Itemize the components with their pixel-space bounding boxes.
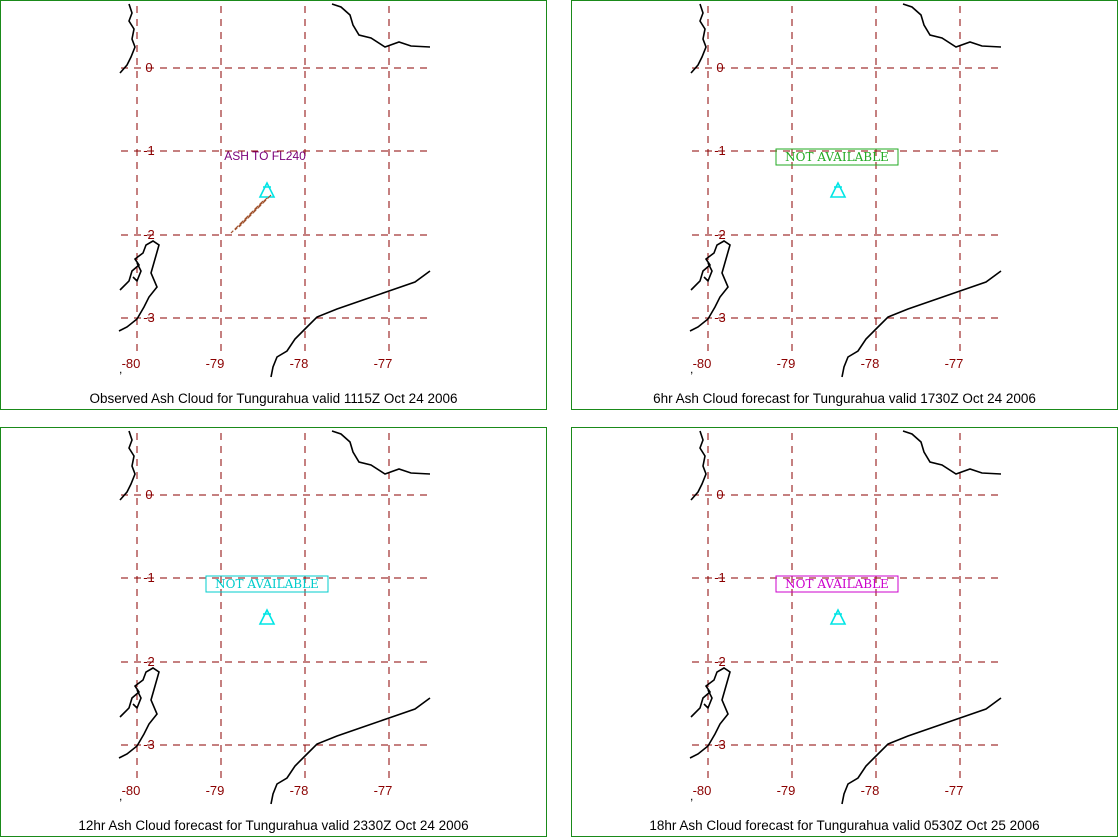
- map-canvas: 0 -1 -2 -3 -80 -79 -78 -77, NOT AVAILABLE: [689, 430, 1002, 805]
- latitude-label: -2: [143, 654, 155, 669]
- volcano-triangle-icon: [258, 181, 276, 198]
- tick-mark: ,: [690, 789, 693, 803]
- latitude-label: 0: [716, 487, 723, 502]
- panel-caption: Observed Ash Cloud for Tungurahua valid …: [89, 391, 458, 406]
- tick-mark: ,: [119, 362, 122, 376]
- panel-caption: 18hr Ash Cloud forecast for Tungurahua v…: [649, 818, 1040, 833]
- panel-forecast-18hr: 0 -1 -2 -3 -80 -79 -78 -77, NOT AVAILABLE 18hr A…: [571, 427, 1118, 837]
- coastline: [119, 430, 136, 501]
- longitude-label: -78: [290, 783, 309, 798]
- longitude-label: -77: [945, 783, 964, 798]
- ash-plume-line: [238, 194, 272, 228]
- latitude-label: -2: [714, 654, 726, 669]
- panel-caption: 6hr Ash Cloud forecast for Tungurahua va…: [653, 391, 1036, 406]
- coastline: [270, 270, 431, 378]
- coastline: [118, 667, 160, 759]
- longitude-label: -80: [693, 356, 712, 371]
- coastline: [703, 689, 713, 710]
- coastline: [331, 3, 431, 48]
- longitude-label: -79: [777, 783, 796, 798]
- coastline: [119, 3, 136, 74]
- longitude-label: -79: [777, 356, 796, 371]
- coastline: [331, 430, 431, 475]
- latitude-label: -1: [143, 143, 155, 158]
- tick-mark: ,: [119, 789, 122, 803]
- latitude-label: -2: [143, 227, 155, 242]
- longitude-label: -80: [122, 783, 141, 798]
- latitude-label: -3: [714, 737, 726, 752]
- longitude-label: -79: [206, 783, 225, 798]
- longitude-label: -78: [290, 356, 309, 371]
- latitude-label: -3: [143, 737, 155, 752]
- coastline: [270, 697, 431, 805]
- not-available-label: NOT AVAILABLE: [785, 577, 889, 591]
- coastline: [690, 430, 707, 501]
- volcano-triangle-icon: [829, 608, 847, 625]
- panel-forecast-12hr: 0 -1 -2 -3 -80 -79 -78 -77, NOT AVAILABLE 12hr A…: [0, 427, 547, 837]
- longitude-label: -79: [206, 356, 225, 371]
- longitude-label: -78: [861, 783, 880, 798]
- coastline: [841, 697, 1002, 805]
- latitude-label: 0: [145, 487, 152, 502]
- latitude-label: -3: [143, 310, 155, 325]
- latitude-label: -1: [714, 570, 726, 585]
- latitude-label: 0: [716, 60, 723, 75]
- ash-plume-line: [230, 200, 264, 234]
- not-available-label: NOT AVAILABLE: [215, 577, 319, 591]
- longitude-label: -80: [693, 783, 712, 798]
- panel-observed: 0 -1 -2 -3 -80 -79 -78 -77, ASH TO FL240 Observe…: [0, 0, 547, 410]
- tick-mark: ,: [690, 362, 693, 376]
- latitude-label: -2: [714, 227, 726, 242]
- panel-forecast-6hr: 0 -1 -2 -3 -80 -79 -78 -77, NOT AVAILABLE 6hr As…: [571, 0, 1118, 410]
- longitude-label: -78: [861, 356, 880, 371]
- coastline: [689, 667, 731, 759]
- coastline: [841, 270, 1002, 378]
- panel-caption: 12hr Ash Cloud forecast for Tungurahua v…: [78, 818, 469, 833]
- coastline: [132, 689, 142, 710]
- longitude-label: -80: [122, 356, 141, 371]
- coastline: [118, 240, 160, 332]
- coastline: [132, 262, 142, 283]
- not-available-box: [775, 148, 899, 166]
- longitude-label: -77: [374, 783, 393, 798]
- latitude-label: 0: [145, 60, 152, 75]
- volcano-triangle-icon: [829, 181, 847, 198]
- map-canvas: 0 -1 -2 -3 -80 -79 -78 -77, NOT AVAILABLE: [118, 430, 431, 805]
- latitude-label: -1: [143, 570, 155, 585]
- coastline: [690, 3, 707, 74]
- map-canvas: 0 -1 -2 -3 -80 -79 -78 -77, NOT AVAILABLE: [689, 3, 1002, 378]
- coastline: [902, 430, 1002, 475]
- longitude-label: -77: [945, 356, 964, 371]
- coastline: [689, 240, 731, 332]
- not-available-box: [775, 575, 899, 593]
- longitude-label: -77: [374, 356, 393, 371]
- map-canvas: 0 -1 -2 -3 -80 -79 -78 -77, ASH TO FL240: [118, 3, 431, 378]
- volcano-triangle-icon: [258, 608, 276, 625]
- coastline: [902, 3, 1002, 48]
- ash-label: ASH TO FL240: [224, 149, 306, 163]
- coastline: [703, 262, 713, 283]
- latitude-label: -3: [714, 310, 726, 325]
- not-available-box: [205, 575, 329, 593]
- not-available-label: NOT AVAILABLE: [785, 150, 889, 164]
- ash-plume-line: [234, 197, 268, 231]
- latitude-label: -1: [714, 143, 726, 158]
